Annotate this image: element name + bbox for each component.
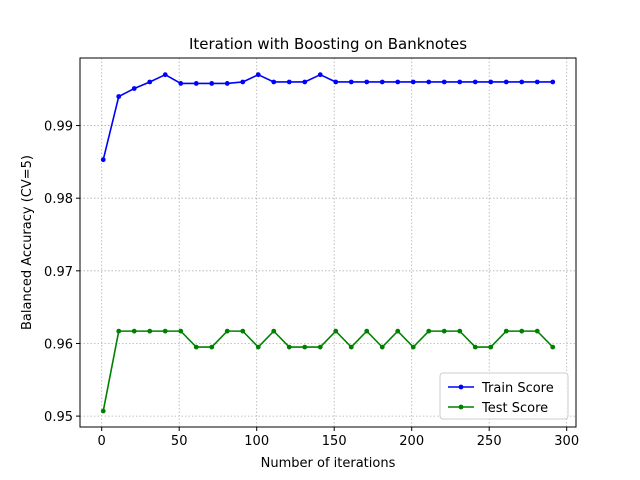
x-tick-label: 0	[98, 434, 106, 449]
data-point	[240, 328, 246, 334]
series-line-1	[102, 330, 554, 412]
data-point	[441, 79, 447, 85]
data-point	[317, 72, 323, 78]
data-point	[255, 72, 261, 78]
legend-label: Train Score	[481, 381, 554, 396]
legend-label: Test Score	[481, 401, 548, 416]
data-point	[162, 328, 168, 334]
data-point	[131, 86, 137, 91]
data-point	[379, 344, 385, 350]
data-point	[426, 328, 432, 334]
data-point	[116, 94, 122, 99]
data-point	[395, 328, 401, 334]
series-layer	[100, 72, 556, 414]
data-point	[472, 79, 478, 85]
data-point	[131, 328, 137, 334]
data-point	[550, 79, 556, 85]
data-point	[348, 344, 354, 350]
data-point	[410, 344, 416, 350]
data-point	[224, 81, 230, 86]
x-tick-label: 50	[171, 434, 188, 449]
data-point	[410, 79, 416, 85]
data-point	[364, 79, 370, 85]
data-point	[550, 344, 556, 350]
data-point	[426, 79, 432, 85]
data-point	[147, 328, 153, 334]
y-tick-label: 0.98	[44, 192, 73, 207]
data-point	[364, 328, 370, 334]
x-tick-label: 200	[399, 434, 424, 449]
data-point	[503, 79, 509, 85]
data-point	[503, 328, 509, 334]
data-point	[271, 79, 277, 85]
legend-swatch-marker	[458, 384, 464, 390]
data-point	[209, 344, 215, 350]
data-point	[534, 328, 540, 334]
data-point	[162, 72, 168, 78]
data-point	[224, 328, 230, 334]
x-tick-label: 300	[554, 434, 579, 449]
x-tick-label: 100	[244, 434, 269, 449]
x-axis-label: Number of iterations	[261, 456, 396, 471]
data-point	[116, 328, 122, 334]
data-point	[100, 408, 106, 414]
y-tick-label: 0.96	[44, 337, 73, 352]
chart-title: Iteration with Boosting on Banknotes	[189, 35, 467, 53]
data-point	[178, 81, 184, 86]
data-point	[317, 344, 323, 350]
data-point	[240, 79, 246, 85]
data-point	[457, 328, 463, 334]
y-tick-label: 0.97	[44, 265, 73, 280]
data-point	[333, 328, 339, 334]
data-point	[395, 79, 401, 85]
legend-swatch-marker	[458, 404, 464, 410]
data-point	[286, 79, 292, 85]
data-point	[193, 344, 199, 350]
data-point	[193, 81, 199, 86]
data-point	[441, 328, 447, 334]
data-point	[457, 79, 463, 85]
x-tick-label: 150	[322, 434, 347, 449]
data-point	[271, 328, 277, 334]
legend: Train Score Test Score	[439, 372, 569, 420]
data-point	[209, 81, 215, 86]
y-tick-label: 0.99	[44, 120, 73, 135]
data-point	[100, 157, 106, 163]
data-point	[255, 344, 261, 350]
series-line-0	[102, 73, 553, 160]
data-point	[488, 344, 494, 350]
data-point	[147, 79, 153, 85]
data-point	[472, 344, 478, 350]
data-point	[178, 328, 184, 334]
data-point	[333, 79, 339, 85]
data-point	[519, 328, 525, 334]
data-point	[286, 344, 292, 350]
data-point	[519, 79, 525, 85]
plot-frame	[79, 57, 577, 428]
data-point	[534, 79, 540, 85]
y-tick-label: 0.95	[44, 410, 73, 425]
ticks: 0 50 100 150 200 250 300 0.95 0.96 0.97 0.98 0.99	[44, 120, 579, 449]
x-tick-label: 250	[477, 434, 502, 449]
data-point	[348, 79, 354, 85]
data-point	[379, 79, 385, 85]
y-axis-label: Balanced Accuracy (CV=5)	[20, 155, 35, 330]
data-point	[488, 79, 494, 85]
data-point	[302, 79, 308, 85]
data-point	[302, 344, 308, 350]
